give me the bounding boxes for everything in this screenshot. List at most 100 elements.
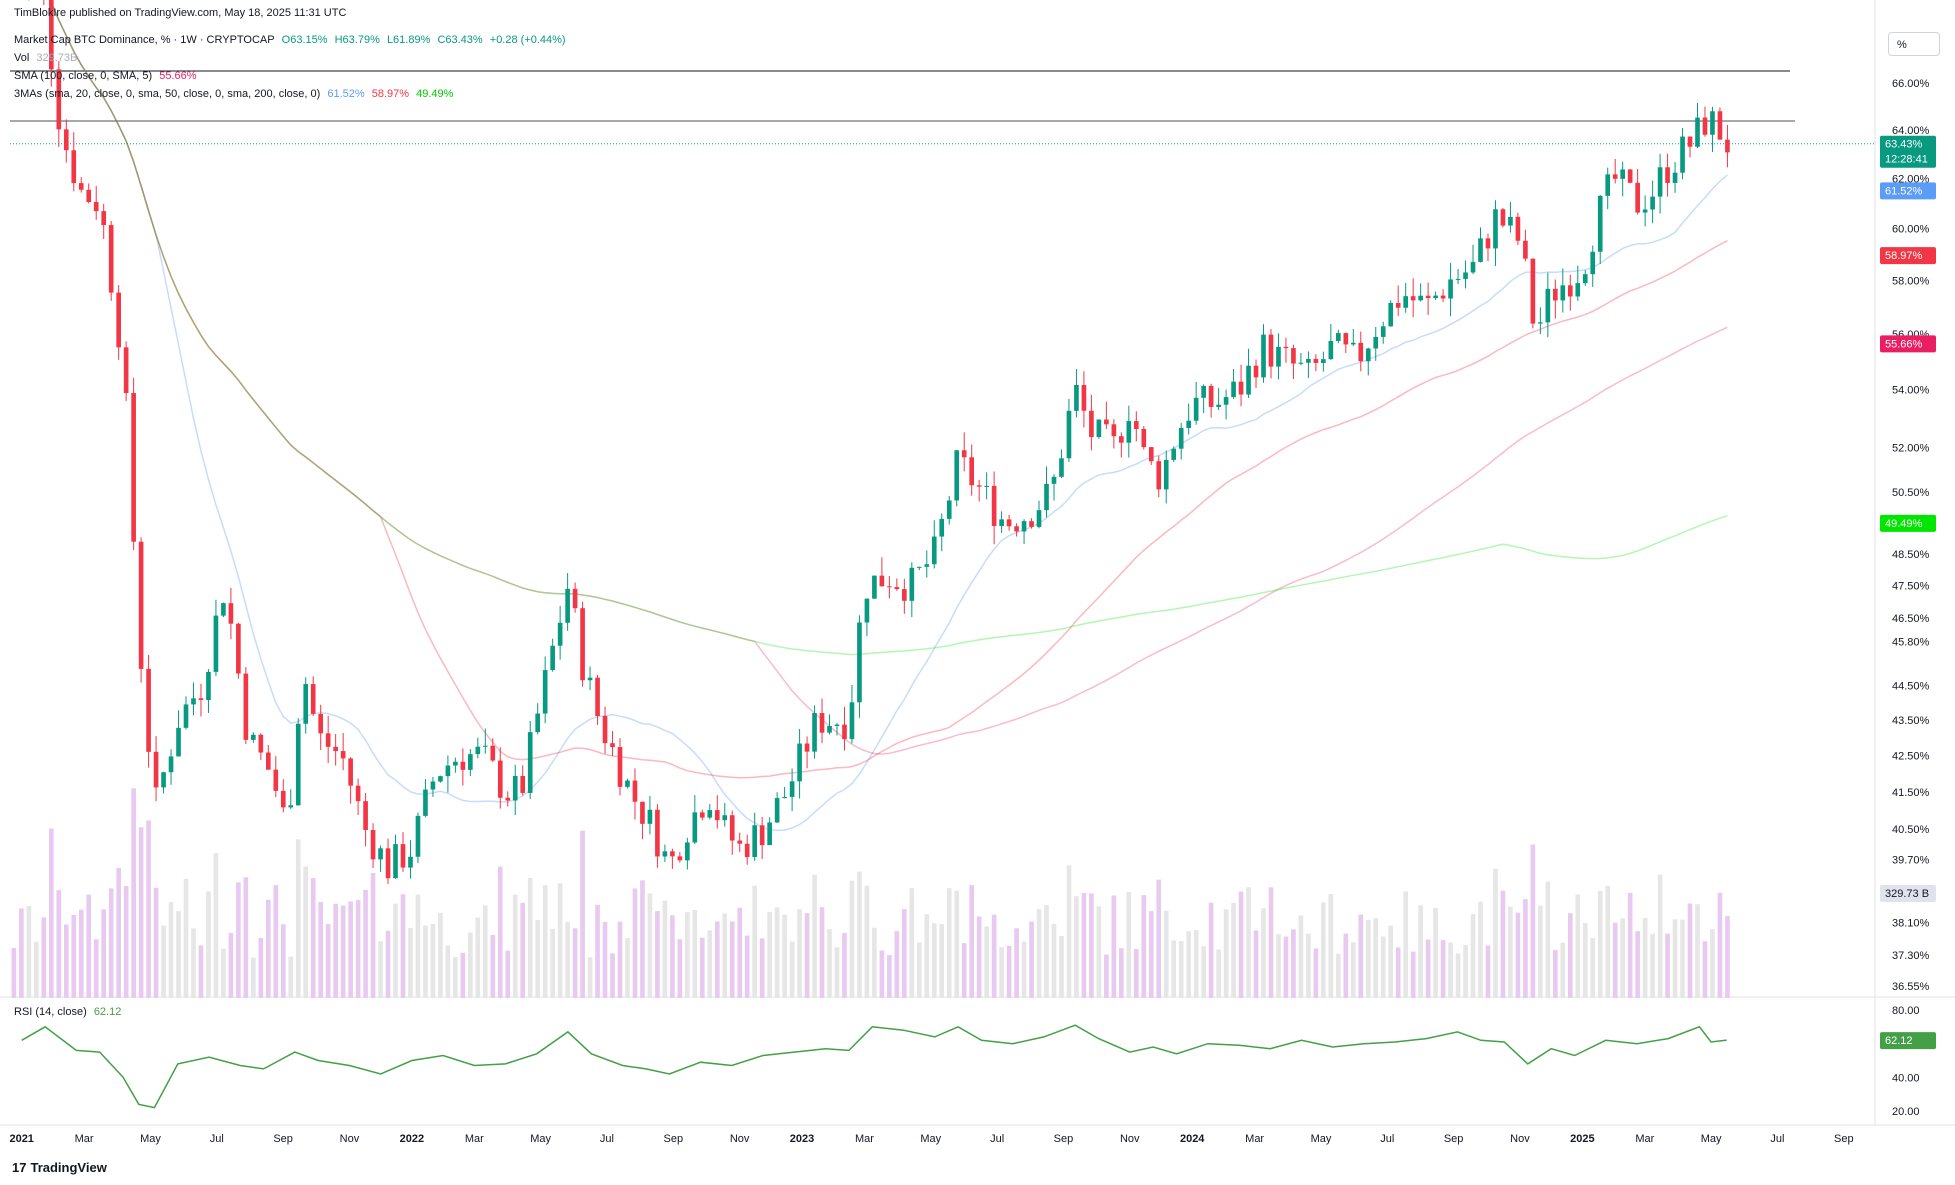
candle-body [789,781,795,797]
volume-bar [580,830,585,998]
candle-body [729,815,735,841]
candle-body [1141,428,1147,448]
publisher-line: TimBlokIre published on TradingView.com,… [14,7,347,19]
volume-bar [1560,942,1566,998]
candle-body [1695,117,1700,147]
volume-bar [550,928,555,998]
time-tick-label: May [140,1133,161,1145]
candle-body [1725,139,1730,153]
candle-body [991,485,997,526]
volume-bar [1373,918,1379,998]
candle-body [887,586,892,588]
candle-body [976,485,982,487]
time-tick-label: May [1311,1133,1332,1145]
volume-bar [1485,945,1491,998]
volume-bar [542,885,548,998]
price-tick-label: 64.00% [1892,125,1930,137]
candle-body [1665,167,1670,183]
volume-bar [1089,893,1094,998]
ma20-tag-text: 61.52% [1885,185,1923,197]
candle-body [1178,428,1184,449]
candle-body [393,844,398,879]
volume-bar [445,945,451,998]
time-tick-label: Mar [465,1133,484,1145]
candle-body [430,781,436,790]
candle-body [183,704,189,728]
volume-bar [1523,899,1528,998]
candle-body [1470,261,1476,273]
candle-body [1014,526,1019,532]
volume-bar [1463,944,1468,998]
volume-bar [1508,906,1513,998]
volume-bar [123,886,129,998]
candle-body [460,761,466,770]
price-tick-label: 45.80% [1892,636,1930,648]
volume-bar [1096,906,1102,998]
candle-body [1717,111,1723,140]
price-tick-label: 50.50% [1892,487,1930,499]
volume-bar [1358,914,1364,998]
candle-body [587,677,593,681]
sma-label: SMA (100, close, 0, SMA, 5) [14,70,153,82]
volume-bar [453,957,458,998]
volume-bar [393,903,398,998]
volume-bar [475,917,481,998]
volume-bar [1261,908,1266,998]
candle-body [909,567,915,601]
ma20-line [48,0,1728,832]
volume-bar [1186,931,1191,998]
time-tick-label: Jul [1770,1133,1784,1145]
volume-bar [430,924,436,998]
candle-body [685,842,690,861]
volume-bar [1725,916,1730,998]
candle-body [872,575,877,599]
candle-body [580,608,585,681]
candle-body [670,851,675,857]
volume-tag: 329.73 B [1880,885,1936,902]
candle-body [1051,476,1057,484]
volume-tag-text: 329.73 B [1885,888,1929,900]
last-price-tag-bg [1880,135,1936,168]
time-tick-label: May [530,1133,551,1145]
volume-bar [415,894,421,998]
volume-bar [1141,895,1147,998]
candle-body [482,745,488,747]
candle-body [1156,461,1162,490]
volume-bar [647,893,653,998]
time-tick-label: Sep [273,1133,293,1145]
candle-body [1104,419,1109,425]
candle-body [138,541,144,669]
volume-bar [722,913,728,998]
rsi-tag: 62.12 [1880,1032,1936,1050]
candle-body [602,716,608,744]
candle-body [78,183,84,190]
candle-body [1642,209,1648,213]
volume-bar [1650,933,1655,998]
candle-body [737,840,743,844]
price-tick-label: 44.50% [1892,680,1930,692]
candle-body [924,564,930,567]
candle-body [1485,238,1491,249]
volume-bar [512,894,518,998]
volume-bar [1388,925,1394,998]
time-tick-label: 2023 [790,1133,814,1145]
candle-body [752,825,758,858]
candle-body [108,225,114,293]
volume-bar [1283,936,1289,998]
volume-bar [1433,907,1438,998]
volume-bar [610,953,615,998]
candle-body [370,829,376,860]
candle-body [273,769,279,791]
candle-body [445,765,451,777]
tradingview-logo[interactable]: 17 TradingView [12,1160,107,1175]
volume-bar [969,885,975,998]
time-tick-label: 2025 [1570,1133,1594,1145]
volume-bar [655,911,660,998]
candle-body [827,725,832,733]
percent-scale-button[interactable]: % [1888,32,1940,56]
candle-body [527,732,533,793]
candle-body [520,775,526,793]
candle-body [744,843,750,858]
candle-body [1403,296,1408,308]
